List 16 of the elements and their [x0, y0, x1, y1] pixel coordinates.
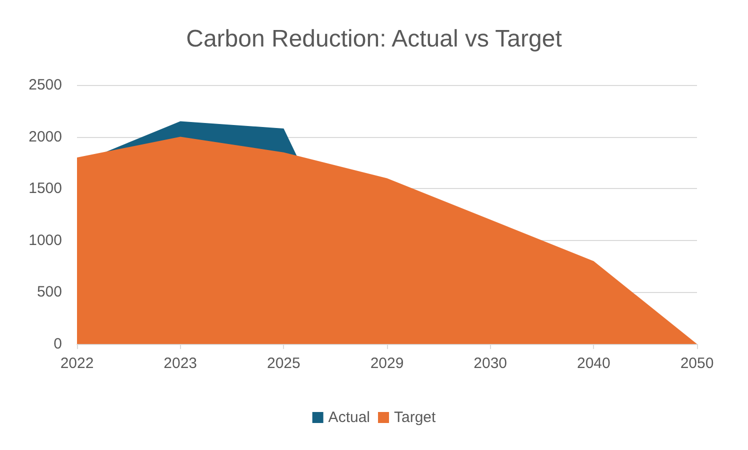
y-tick-label: 0	[54, 336, 62, 352]
y-tick-label: 1500	[28, 180, 62, 198]
y-tick-label: 2500	[28, 76, 62, 94]
chart-title: Carbon Reduction: Actual vs Target	[186, 26, 562, 52]
x-tick-label: 2023	[164, 355, 198, 372]
legend-label: Target	[394, 409, 437, 426]
x-tick-label: 2029	[370, 355, 404, 372]
y-tick-label: 500	[36, 284, 62, 301]
x-tick-label: 2050	[680, 355, 714, 372]
x-tick-label: 2025	[266, 355, 300, 372]
x-tick-label: 2040	[576, 355, 610, 372]
x-tick-label: 2030	[474, 355, 508, 372]
x-tick-label: 2022	[60, 355, 94, 372]
y-tick-label: 2000	[28, 128, 62, 146]
y-tick-label: 1000	[28, 232, 62, 249]
legend-label: Actual	[328, 409, 370, 426]
